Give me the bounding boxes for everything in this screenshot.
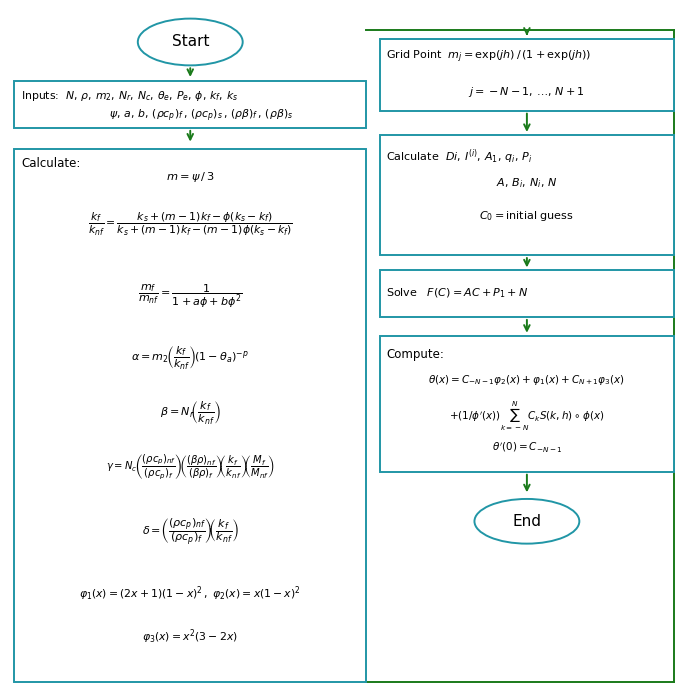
Text: $\varphi_1(x)=(2x+1)(1-x)^2\,,\;\varphi_2(x)=x(1-x)^2$: $\varphi_1(x)=(2x+1)(1-x)^2\,,\;\varphi_… (79, 584, 301, 603)
FancyBboxPatch shape (379, 135, 674, 255)
Text: $\varphi_3(x)=x^2(3-2x)$: $\varphi_3(x)=x^2(3-2x)$ (142, 628, 238, 646)
Text: $\gamma=N_c\!\left(\dfrac{(\rho c_p)_{nf}}{(\rho c_p)_f}\right)\!\!\left(\dfrac{: $\gamma=N_c\!\left(\dfrac{(\rho c_p)_{nf… (105, 452, 275, 482)
Text: $A,\,B_i,\,N_i,\,N$: $A,\,B_i,\,N_i,\,N$ (496, 176, 558, 190)
FancyBboxPatch shape (379, 335, 674, 472)
Text: Start: Start (171, 35, 209, 49)
Text: Calculate:: Calculate: (21, 157, 80, 170)
Text: $m=\psi\,/\,3$: $m=\psi\,/\,3$ (166, 171, 214, 184)
Text: $\alpha=m_2\!\left(\dfrac{k_f}{k_{nf}}\right)\!(1-\theta_a)^{-p}$: $\alpha=m_2\!\left(\dfrac{k_f}{k_{nf}}\r… (132, 345, 249, 372)
FancyBboxPatch shape (379, 270, 674, 317)
FancyBboxPatch shape (14, 148, 366, 681)
Ellipse shape (475, 499, 580, 544)
Ellipse shape (138, 19, 242, 65)
FancyBboxPatch shape (379, 38, 674, 111)
Text: $\dfrac{k_f}{k_{nf}}=\dfrac{k_s+(m-1)k_f-\phi(k_s-k_f)}{k_s+(m-1)k_f-(m-1)\phi(k: $\dfrac{k_f}{k_{nf}}=\dfrac{k_s+(m-1)k_f… (88, 210, 292, 238)
Text: $\theta(x)=C_{-N-1}\varphi_2(x)+\varphi_1(x)+C_{N+1}\varphi_3(x)$: $\theta(x)=C_{-N-1}\varphi_2(x)+\varphi_… (428, 373, 625, 387)
Text: Inputs:  $N,\,\rho,\,m_2,\,N_r,\,N_c,\,\theta_e,\,P_e,\,\phi,\,k_f,\,k_s$: Inputs: $N,\,\rho,\,m_2,\,N_r,\,N_c,\,\t… (21, 90, 238, 104)
Text: $\psi,\,a,\,b,\,(\rho c_p)_f\,,\,(\rho c_p)_s\,,\,(\rho\beta)_f\,,\,(\rho\beta)_: $\psi,\,a,\,b,\,(\rho c_p)_f\,,\,(\rho c… (109, 107, 293, 124)
Text: $\theta'(0)=C_{-N-1}$: $\theta'(0)=C_{-N-1}$ (492, 440, 562, 454)
Text: Compute:: Compute: (386, 348, 445, 361)
Text: $j=-N-1,\,\ldots,\,N+1$: $j=-N-1,\,\ldots,\,N+1$ (469, 84, 585, 99)
Text: $C_0=\mathrm{initial\ guess}$: $C_0=\mathrm{initial\ guess}$ (479, 209, 574, 223)
Text: $+(1/\phi^{\prime}(x))\sum_{k=-N}^{N}C_k S(k,h)\circ\phi(x)$: $+(1/\phi^{\prime}(x))\sum_{k=-N}^{N}C_k… (449, 400, 605, 434)
Text: $\dfrac{m_f}{m_{nf}}=\dfrac{1}{1+a\phi+b\phi^2}$: $\dfrac{m_f}{m_{nf}}=\dfrac{1}{1+a\phi+b… (138, 283, 242, 310)
Text: Grid Point  $m_j=\exp(jh)\,/\,(1+\exp(jh))$: Grid Point $m_j=\exp(jh)\,/\,(1+\exp(jh)… (386, 49, 592, 65)
Text: End: End (512, 514, 541, 529)
FancyBboxPatch shape (14, 81, 366, 128)
Text: $\delta=\!\left(\dfrac{(\rho c_p)_{nf}}{(\rho c_p)_f}\right)\!\!\left(\dfrac{k_f: $\delta=\!\left(\dfrac{(\rho c_p)_{nf}}{… (142, 516, 239, 548)
Text: $\beta=N_r\!\left(\dfrac{k_f}{k_{nf}}\right)$: $\beta=N_r\!\left(\dfrac{k_f}{k_{nf}}\ri… (160, 400, 221, 427)
Text: Calculate  $Di,\,I^{(i)},\,A_1,\,q_i,\,P_i$: Calculate $Di,\,I^{(i)},\,A_1,\,q_i,\,P_… (386, 147, 533, 166)
Text: Solve   $F(C)=AC+P_1+N$: Solve $F(C)=AC+P_1+N$ (386, 287, 529, 301)
